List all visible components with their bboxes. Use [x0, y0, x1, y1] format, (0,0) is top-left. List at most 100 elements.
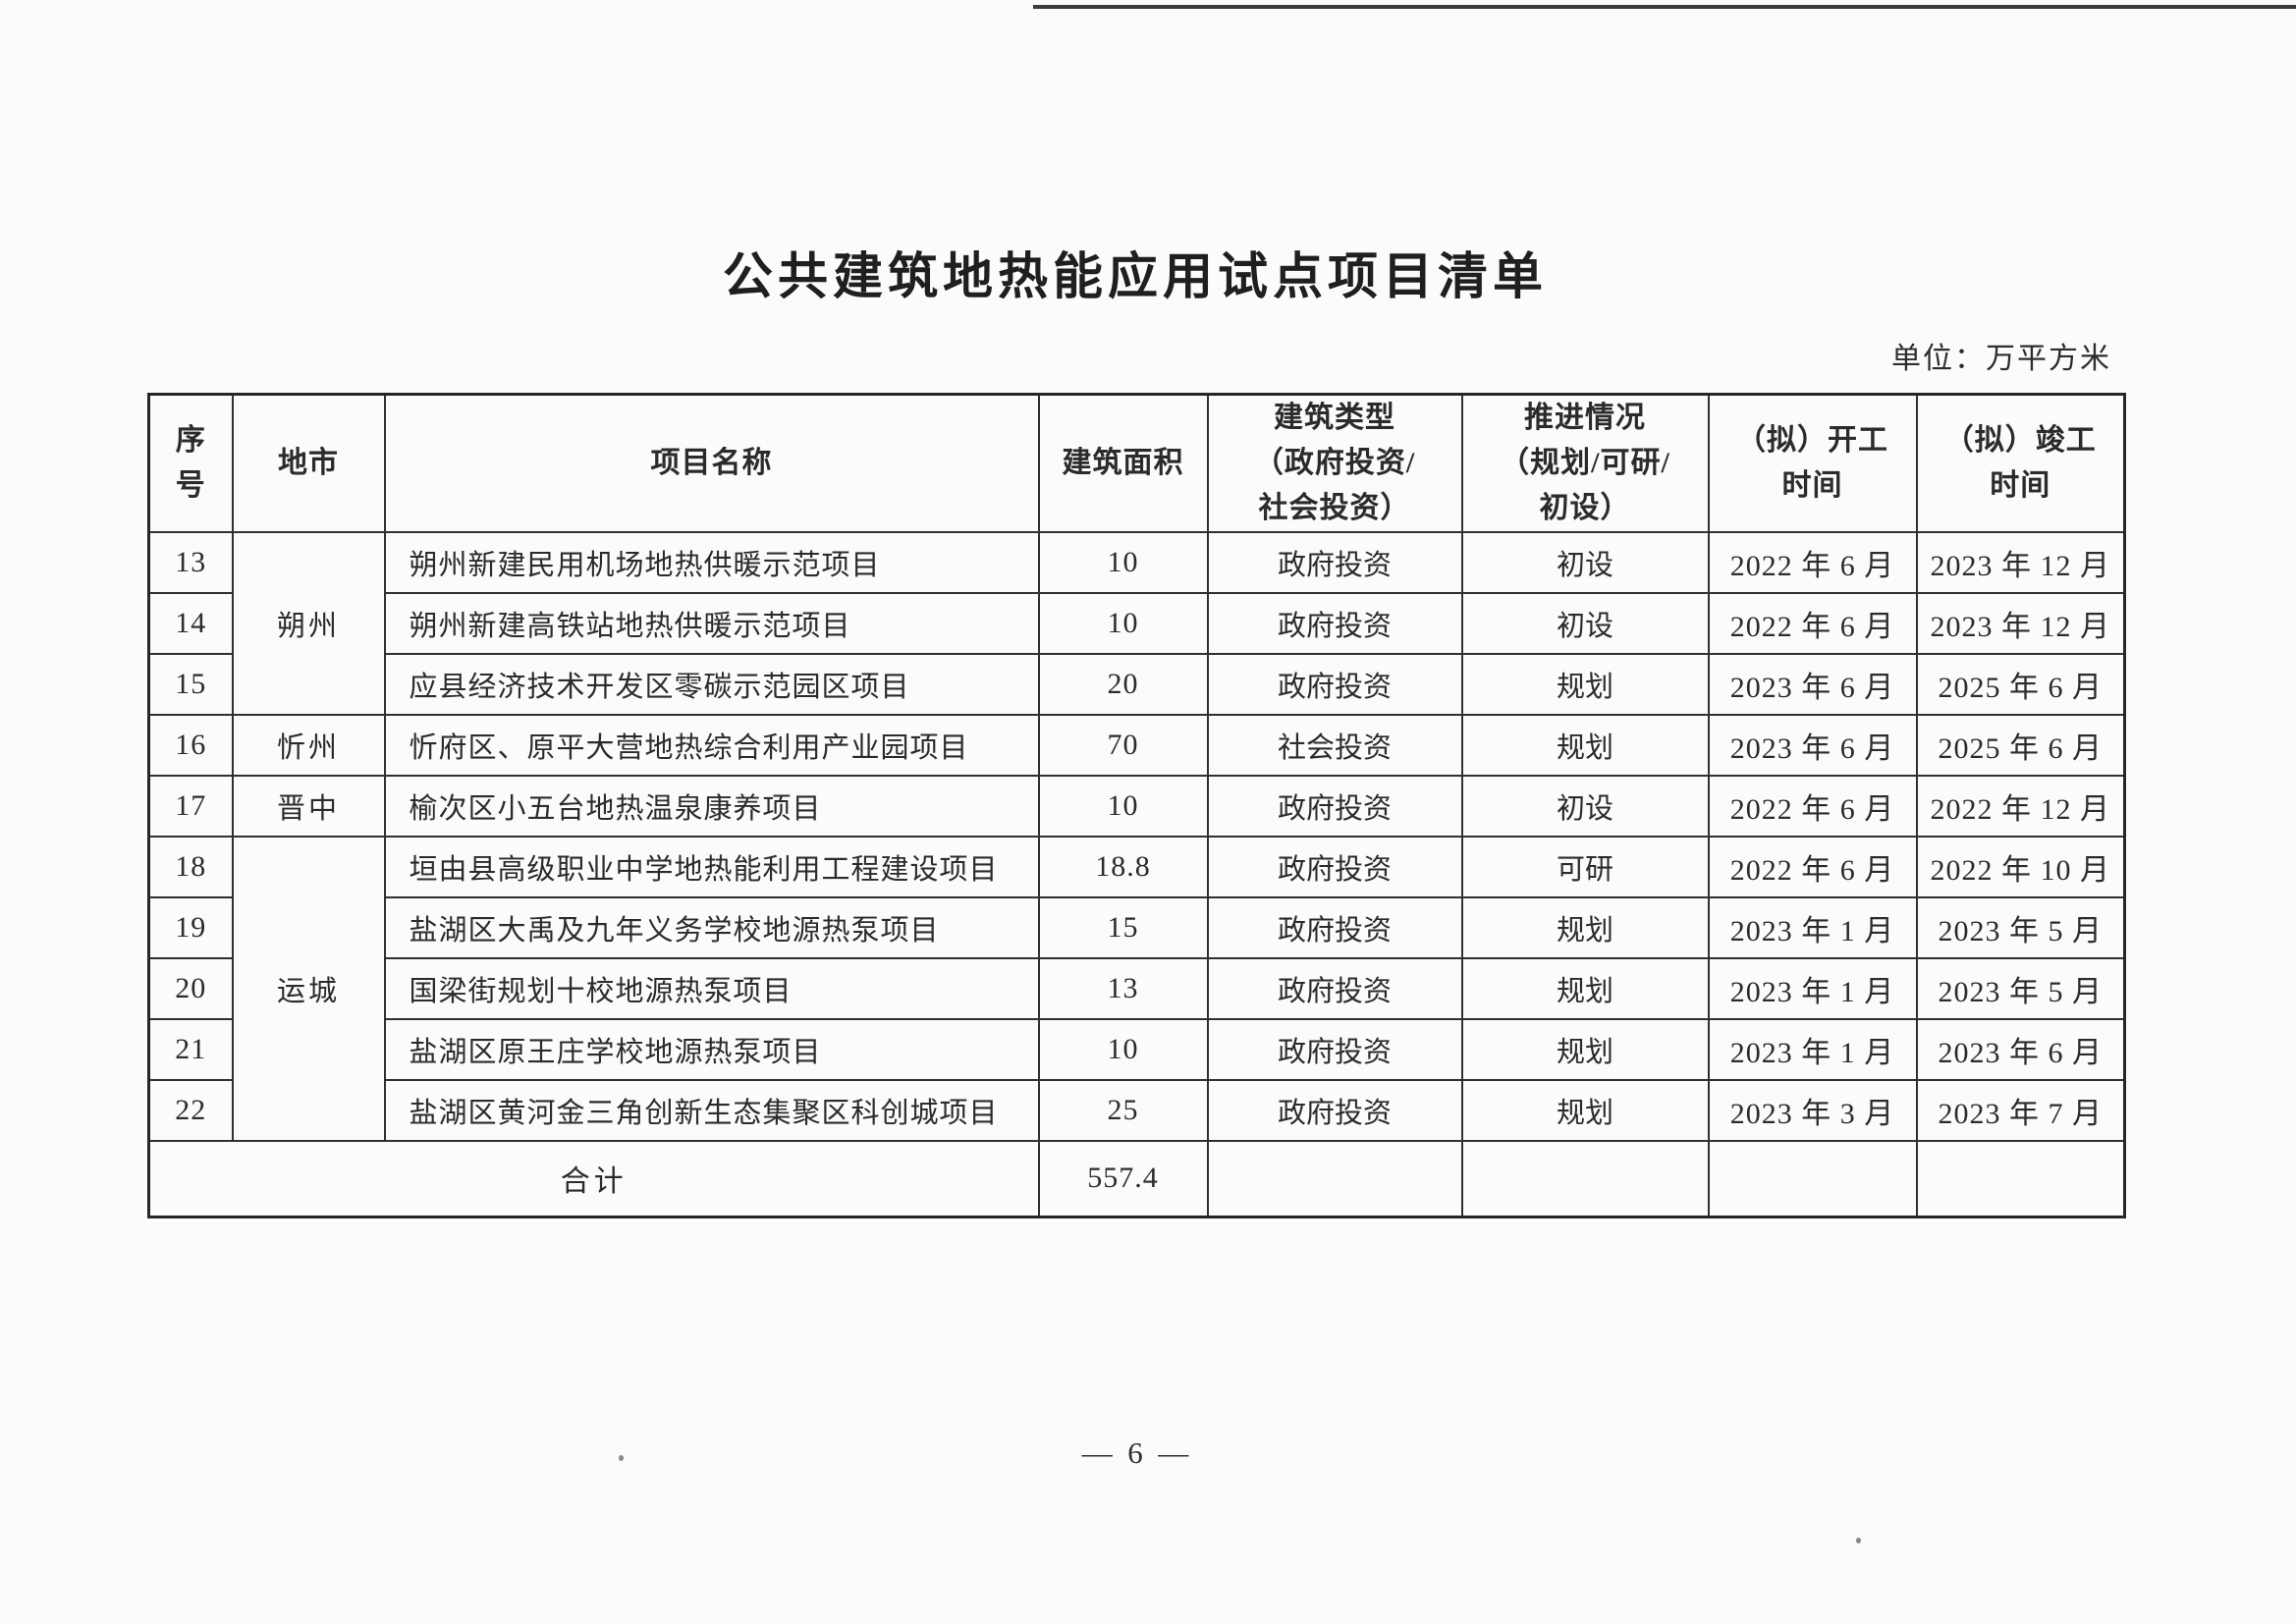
total-status-cell	[1460, 1140, 1710, 1217]
table-footer: 合计 557.4	[147, 1140, 2126, 1217]
cell-area: 13	[1037, 957, 1209, 1020]
cell-no: 17	[147, 775, 234, 838]
cell-area: 15	[1037, 896, 1209, 959]
cell-status: 规划	[1460, 896, 1710, 959]
cell-end-time: 2023 年 5 月	[1915, 957, 2126, 1020]
cell-start-time: 2023 年 1 月	[1707, 896, 1918, 959]
col-header-status: 推进情况 （规划/可研/ 初设）	[1460, 393, 1710, 533]
col-header-type: 建筑类型 （政府投资/ 社会投资）	[1206, 393, 1463, 533]
cell-area: 10	[1037, 592, 1209, 655]
cell-type: 政府投资	[1206, 836, 1463, 898]
cell-project-name: 盐湖区黄河金三角创新生态集聚区科创城项目	[383, 1079, 1040, 1142]
cell-project-name: 盐湖区大禹及九年义务学校地源热泵项目	[383, 896, 1040, 959]
cell-no: 18	[147, 836, 234, 898]
cell-status: 可研	[1460, 836, 1710, 898]
cell-type: 政府投资	[1206, 896, 1463, 959]
cell-no: 19	[147, 896, 234, 959]
cell-project-name: 朔州新建高铁站地热供暖示范项目	[383, 592, 1040, 655]
cell-no: 13	[147, 531, 234, 594]
cell-no: 22	[147, 1079, 234, 1142]
cell-status: 规划	[1460, 957, 1710, 1020]
cell-no: 16	[147, 714, 234, 777]
cell-end-time: 2023 年 12 月	[1915, 592, 2126, 655]
total-area-cell: 557.4	[1037, 1140, 1209, 1217]
unit-note: 单位：万平方米	[1891, 343, 2111, 375]
cell-status: 规划	[1460, 1079, 1710, 1142]
cell-no: 21	[147, 1018, 234, 1081]
cell-area: 18.8	[1037, 836, 1209, 898]
cell-start-time: 2022 年 6 月	[1707, 592, 1918, 655]
cell-area: 20	[1037, 653, 1209, 716]
table-row: 16 忻州 忻府区、原平大营地热综合利用产业园项目 70 社会投资 规划 2023 年 6 …	[147, 714, 2126, 777]
cell-end-time: 2023 年 7 月	[1915, 1079, 2126, 1142]
scan-speck	[619, 1455, 624, 1461]
cell-type: 政府投资	[1206, 1018, 1463, 1081]
table-row: 13 朔州 朔州新建民用机场地热供暖示范项目 10 政府投资 初设 2022 年 6 月 20…	[147, 531, 2126, 716]
col-header-name: 项目名称	[383, 393, 1040, 533]
cell-type: 政府投资	[1206, 775, 1463, 838]
cell-type: 政府投资	[1206, 957, 1463, 1020]
cell-start-time: 2023 年 1 月	[1707, 1018, 1918, 1081]
cell-no: 20	[147, 957, 234, 1020]
cell-project-name: 应县经济技术开发区零碳示范园区项目	[383, 653, 1040, 716]
cell-end-time: 2023 年 6 月	[1915, 1018, 2126, 1081]
cell-project-name: 盐湖区原王庄学校地源热泵项目	[383, 1018, 1040, 1081]
cell-project-name: 忻府区、原平大营地热综合利用产业园项目	[383, 714, 1040, 777]
cell-start-time: 2022 年 6 月	[1707, 531, 1918, 594]
table-row: 17 晋中 榆次区小五台地热温泉康养项目 10 政府投资 初设 2022 年 6 月 2022…	[147, 775, 2126, 838]
cell-start-time: 2022 年 6 月	[1707, 775, 1918, 838]
col-header-city: 地市	[231, 393, 386, 533]
cell-status: 规划	[1460, 714, 1710, 777]
cell-status: 初设	[1460, 775, 1710, 838]
cell-type: 政府投资	[1206, 531, 1463, 594]
table-body: 13 朔州 朔州新建民用机场地热供暖示范项目 10 政府投资 初设 2022 年 6 月 20…	[147, 531, 2126, 1142]
cell-start-time: 2023 年 6 月	[1707, 714, 1918, 777]
page-number: — 6 —	[1081, 1435, 1189, 1470]
cell-end-time: 2022 年 12 月	[1915, 775, 2126, 838]
cell-no: 15	[147, 653, 234, 716]
cell-end-time: 2025 年 6 月	[1915, 653, 2126, 716]
table-row: 19 盐湖区大禹及九年义务学校地源热泵项目 15 政府投资 规划 2023 年 1 月 20…	[147, 896, 2126, 959]
table-row: 20 国梁街规划十校地源热泵项目 13 政府投资 规划 2023 年 1 月 2023 年 …	[147, 957, 2126, 1020]
table-row: 21 盐湖区原王庄学校地源热泵项目 10 政府投资 规划 2023 年 1 月 2023 年…	[147, 1018, 2126, 1081]
table-header: 序 号 地市 项目名称 建筑面积 建筑类型 （政府投资/ 社会投资） 推进情况 …	[147, 393, 2126, 533]
total-row: 合计 557.4	[147, 1140, 2126, 1217]
cell-start-time: 2023 年 3 月	[1707, 1079, 1918, 1142]
total-type-cell	[1206, 1140, 1463, 1217]
cell-project-name: 垣由县高级职业中学地热能利用工程建设项目	[383, 836, 1040, 898]
total-start-cell	[1707, 1140, 1918, 1217]
table-row: 22 盐湖区黄河金三角创新生态集聚区科创城项目 25 政府投资 规划 2023 年 3 月…	[147, 1079, 2126, 1142]
cell-type: 政府投资	[1206, 1079, 1463, 1142]
cell-end-time: 2023 年 5 月	[1915, 896, 2126, 959]
cell-end-time: 2025 年 6 月	[1915, 714, 2126, 777]
cell-project-name: 朔州新建民用机场地热供暖示范项目	[383, 531, 1040, 594]
cell-project-name: 榆次区小五台地热温泉康养项目	[383, 775, 1040, 838]
cell-status: 规划	[1460, 1018, 1710, 1081]
cell-end-time: 2023 年 12 月	[1915, 531, 2126, 594]
cell-area: 10	[1037, 531, 1209, 594]
cell-status: 初设	[1460, 531, 1710, 594]
col-header-start: （拟）开工 时间	[1707, 393, 1918, 533]
cell-area: 25	[1037, 1079, 1209, 1142]
header-row: 序 号 地市 项目名称 建筑面积 建筑类型 （政府投资/ 社会投资） 推进情况 …	[147, 393, 2126, 533]
total-label-cell: 合计	[147, 1140, 1040, 1217]
col-header-area: 建筑面积	[1037, 393, 1209, 533]
table-row: 18 运城 垣由县高级职业中学地热能利用工程建设项目 18.8 政府投资 可研 2022 年…	[147, 836, 2126, 1142]
cell-area: 10	[1037, 775, 1209, 838]
cell-area: 10	[1037, 1018, 1209, 1081]
cell-city: 晋中	[231, 775, 386, 838]
cell-city: 运城	[231, 836, 386, 1142]
cell-end-time: 2022 年 10 月	[1915, 836, 2126, 898]
cell-start-time: 2023 年 1 月	[1707, 957, 1918, 1020]
cell-no: 14	[147, 592, 234, 655]
cell-type: 政府投资	[1206, 592, 1463, 655]
cell-city: 忻州	[231, 714, 386, 777]
total-end-cell	[1915, 1140, 2126, 1217]
cell-status: 规划	[1460, 653, 1710, 716]
cell-type: 政府投资	[1206, 653, 1463, 716]
cell-project-name: 国梁街规划十校地源热泵项目	[383, 957, 1040, 1020]
cell-start-time: 2022 年 6 月	[1707, 836, 1918, 898]
table-row: 14 朔州新建高铁站地热供暖示范项目 10 政府投资 初设 2022 年 6 月 2023 …	[147, 592, 2126, 655]
cell-status: 初设	[1460, 592, 1710, 655]
